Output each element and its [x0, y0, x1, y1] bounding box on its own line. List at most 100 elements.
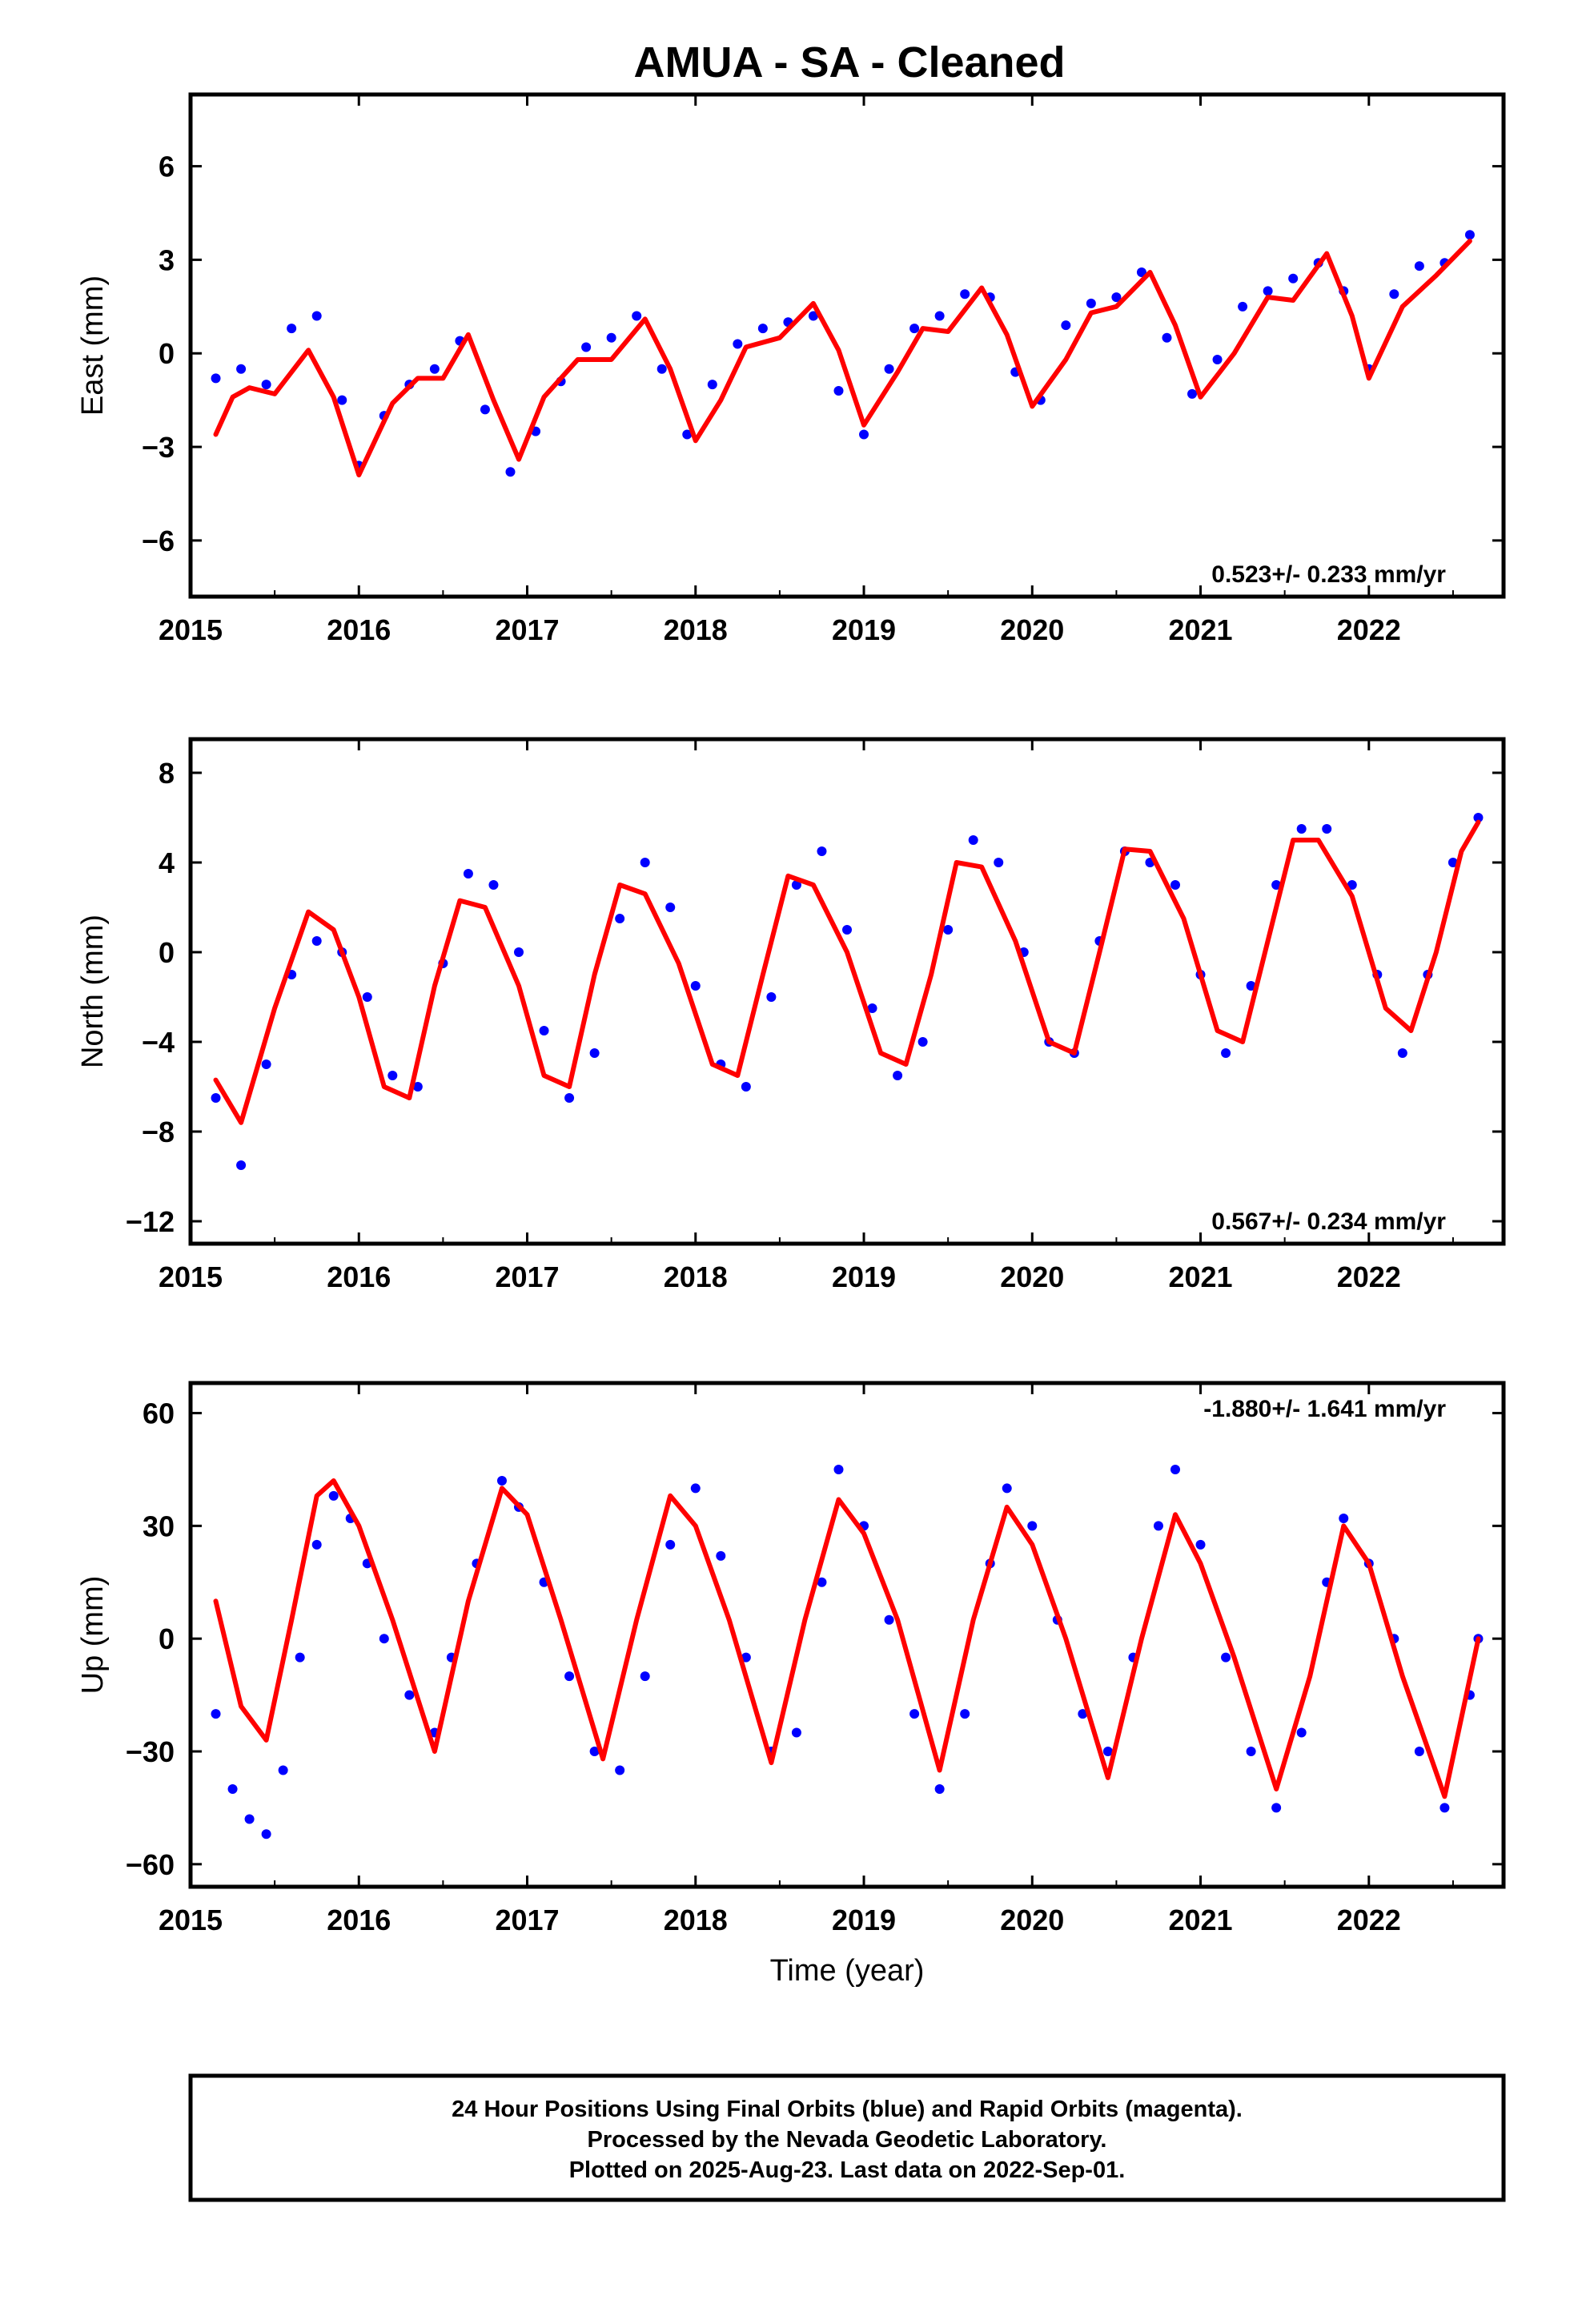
- east-xtick-label: 2016: [327, 613, 391, 646]
- north-data-point: [1271, 880, 1282, 890]
- north-data-point: [994, 858, 1004, 867]
- up-data-point: [640, 1671, 650, 1682]
- east-data-point: [1288, 273, 1299, 283]
- north-daily-positions: [211, 813, 1484, 1170]
- north-ylabel: North (mm): [76, 915, 110, 1068]
- east-data-point: [707, 380, 717, 390]
- up-xlabel: Time (year): [770, 1954, 925, 1988]
- north-data-point: [690, 981, 701, 991]
- up-data-point: [791, 1727, 801, 1738]
- north-data-point: [362, 992, 372, 1002]
- up-ylabel: Up (mm): [76, 1576, 110, 1695]
- east-data-point: [808, 311, 818, 321]
- north-data-point: [236, 1160, 247, 1170]
- north-data-point: [514, 947, 524, 957]
- east-data-point: [632, 311, 642, 321]
- up-xtick-label: 2017: [495, 1904, 559, 1936]
- caption-line-3: Plotted on 2025-Aug-23. Last data on 202…: [569, 2157, 1126, 2183]
- up-xtick-label: 2021: [1168, 1904, 1232, 1936]
- up-model-fit-line: [213, 1478, 1481, 1799]
- east-ytick-label: −6: [142, 525, 175, 557]
- up-data-point: [1002, 1483, 1012, 1494]
- up-data-point: [496, 1476, 507, 1486]
- north-data-point: [817, 846, 827, 856]
- north-ytick-label: 0: [159, 936, 175, 969]
- caption-line-2: Processed by the Nevada Geodetic Laborat…: [588, 2127, 1107, 2153]
- north-data-point: [615, 914, 625, 923]
- up-data-point: [564, 1671, 575, 1682]
- up-data-point: [1153, 1521, 1163, 1531]
- up-data-point: [615, 1765, 625, 1775]
- up-ytick-label: −60: [126, 1848, 175, 1881]
- north-data-point: [387, 1071, 398, 1080]
- north-data-point: [741, 1082, 751, 1092]
- up-data-point: [1439, 1803, 1450, 1813]
- up-xtick-label: 2020: [1000, 1904, 1064, 1936]
- east-data-point: [480, 404, 490, 415]
- up-xtick-label: 2022: [1337, 1904, 1401, 1936]
- east-data-point: [934, 311, 945, 321]
- up-data-point: [884, 1614, 894, 1625]
- north-data-point: [311, 936, 322, 946]
- caption-line-1: 24 Hour Positions Using Final Orbits (bl…: [452, 2097, 1243, 2122]
- east-ytick-label: 3: [159, 243, 175, 276]
- up-rate-label: -1.880+/- 1.641 mm/yr: [1203, 1396, 1446, 1422]
- up-data-point: [1078, 1709, 1088, 1719]
- north-data-point: [488, 880, 499, 890]
- up-data-point: [665, 1539, 676, 1550]
- east-xtick-label: 2022: [1337, 613, 1401, 646]
- up-data-point: [741, 1652, 751, 1663]
- north-data-point: [589, 1048, 600, 1058]
- up-data-point: [1102, 1747, 1113, 1757]
- east-data-point: [1464, 230, 1475, 240]
- east-data-point: [581, 342, 592, 352]
- north-data-point: [917, 1037, 928, 1047]
- north-xtick-label: 2022: [1337, 1261, 1401, 1293]
- east-xtick-label: 2019: [832, 613, 896, 646]
- north-data-point: [539, 1026, 549, 1035]
- up-data-point: [311, 1539, 322, 1550]
- east-data-point: [1187, 388, 1198, 399]
- east-plot-frame: [188, 92, 1506, 599]
- up-data-point: [1195, 1539, 1206, 1550]
- north-data-point: [1347, 880, 1357, 890]
- up-data-point: [817, 1577, 827, 1587]
- east-data-point: [1086, 298, 1096, 308]
- east-panel: 2015 2016 2017 2018 2019 2020 2021 2022 6 3 0 −3 −6 E…: [76, 92, 1506, 646]
- up-data-point: [211, 1709, 221, 1719]
- north-data-point: [867, 1003, 877, 1013]
- east-ytick-label: 0: [159, 337, 175, 370]
- up-ytick-label: 30: [143, 1510, 175, 1542]
- north-data-point: [766, 992, 777, 1002]
- up-panel: 2015 2016 2017 2018 2019 2020 2021 2022 60 30 0 −30…: [76, 1381, 1506, 1988]
- up-xtick-label: 2016: [327, 1904, 391, 1936]
- east-ytick-label: −3: [142, 431, 175, 464]
- up-data-point: [244, 1814, 255, 1824]
- north-data-point: [1296, 824, 1307, 834]
- up-data-point: [1027, 1521, 1038, 1531]
- up-plot-frame: [188, 1381, 1506, 1889]
- up-data-point: [227, 1783, 238, 1794]
- up-data-point: [934, 1783, 945, 1794]
- north-data-point: [1397, 1048, 1407, 1058]
- up-data-point: [960, 1709, 970, 1719]
- up-xtick-label: 2019: [832, 1904, 896, 1936]
- north-model-fit-line: [213, 819, 1481, 1125]
- north-rate-label: 0.567+/- 0.234 mm/yr: [1211, 1208, 1446, 1235]
- east-model-fit-line: [213, 239, 1472, 478]
- up-data-point: [379, 1634, 389, 1644]
- east-data-point: [757, 324, 768, 334]
- east-xtick-label: 2020: [1000, 613, 1064, 646]
- north-data-point: [1473, 813, 1484, 822]
- north-data-point: [791, 880, 801, 890]
- east-xtick-label: 2018: [664, 613, 728, 646]
- east-data-point: [909, 324, 920, 334]
- north-ytick-label: 8: [159, 757, 175, 790]
- east-ytick-label: 6: [159, 151, 175, 183]
- north-data-point: [261, 1059, 271, 1069]
- north-data-point: [1221, 1048, 1231, 1058]
- east-data-point: [1414, 261, 1424, 271]
- east-xtick-label: 2021: [1168, 613, 1232, 646]
- north-data-point: [564, 1093, 575, 1103]
